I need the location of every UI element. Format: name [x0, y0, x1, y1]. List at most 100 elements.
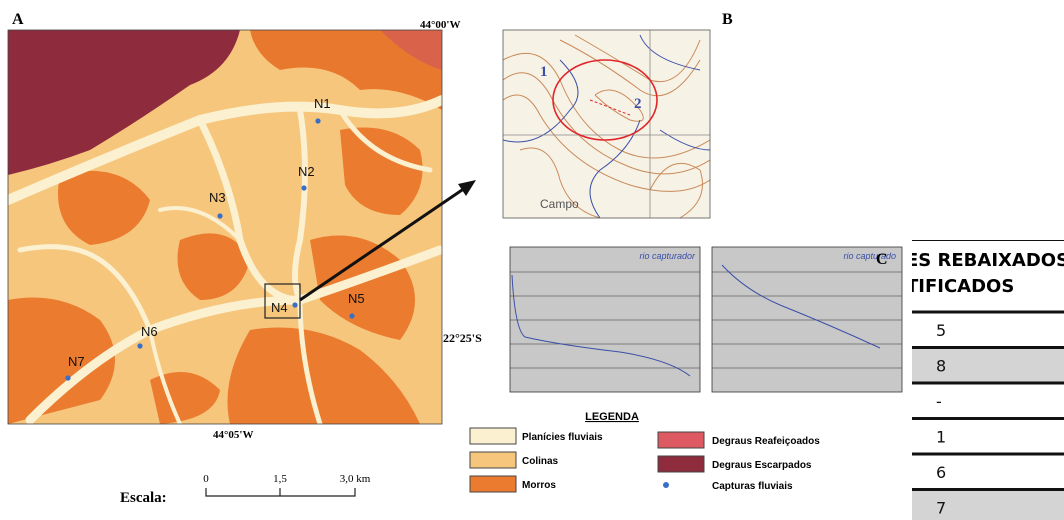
morros: [250, 30, 442, 110]
table-row: [912, 418, 1064, 454]
table-row: [912, 312, 1064, 348]
point-label: N4: [271, 300, 288, 315]
table-row: [912, 383, 1064, 419]
capture-point: [292, 302, 298, 308]
table-rule: [912, 310, 1064, 314]
stream: [25, 245, 442, 424]
longitude: 44°00'W: [420, 19, 460, 31]
rivers: [503, 34, 710, 218]
n4-box: [264, 283, 301, 319]
topo-map: [503, 30, 710, 218]
capture-point: [137, 343, 143, 349]
scale-title: Escala:: [120, 490, 167, 506]
morros: [177, 233, 250, 300]
arrow: [299, 186, 466, 302]
morros: [58, 170, 150, 245]
stream: [17, 244, 153, 333]
latitude: 22°25'S: [443, 331, 482, 345]
morros: [340, 127, 423, 215]
capture-point: [315, 118, 321, 124]
legend-swatch: [469, 451, 517, 469]
morros: [227, 327, 420, 424]
legend-swatch: [663, 482, 669, 488]
capture-point: [217, 213, 223, 219]
capture-points: N1 N2 N3 N4 N5 N6 N7: [65, 96, 365, 381]
contour: [649, 162, 703, 218]
table-rule: [912, 417, 1064, 420]
profile-title: rio capturado: [843, 251, 896, 261]
streams: [8, 95, 442, 424]
profile-line: [511, 274, 691, 377]
contour: [559, 39, 701, 97]
escarpados: [8, 30, 240, 175]
reafeicoados: [380, 30, 442, 70]
river: [659, 129, 710, 151]
table-row: [912, 347, 1064, 383]
profile-line: [721, 264, 881, 349]
legend-title: LEGENDA: [585, 411, 639, 423]
point-label: N6: [141, 324, 158, 339]
table-row: [912, 454, 1064, 490]
table: ES REBAIXADOS TIFICADOS 5 8 - 1 6 7: [906, 240, 1064, 520]
marker: 1: [540, 64, 548, 80]
table-rule: [912, 381, 1064, 385]
topo-frame: [502, 29, 711, 219]
panel-label: C: [876, 251, 888, 268]
river: [639, 34, 701, 71]
longitude: 44°05'W: [213, 429, 253, 441]
legend-swatch: [657, 455, 705, 473]
legend-label: Planícies fluviais: [522, 432, 603, 443]
table-rule: [912, 488, 1064, 491]
legend-swatch: [469, 427, 517, 445]
profile-chart: rio capturador: [509, 246, 701, 393]
plot-area: [711, 246, 903, 393]
geomorph-map: [8, 30, 442, 424]
morros: [150, 372, 220, 424]
stream: [158, 206, 242, 242]
scale-tick: 0: [203, 473, 209, 485]
map-frame: [7, 29, 443, 425]
point-label: N1: [314, 96, 331, 111]
table-body: 5 8 - 1 6 7: [912, 310, 1064, 520]
scale-tick: 1,5: [273, 473, 287, 485]
capture-point: [349, 313, 355, 319]
capture-ellipse: [552, 59, 658, 141]
table-cell: -: [936, 392, 942, 411]
contour: [594, 89, 644, 122]
table-cell: 6: [936, 463, 946, 482]
contour: [519, 147, 601, 218]
topo-base: [503, 30, 710, 218]
table-rule: [912, 452, 1064, 456]
table-rule: [912, 346, 1064, 349]
table-cell: 1: [936, 427, 946, 446]
scale-bar: [205, 488, 356, 497]
table-cell: 8: [936, 356, 946, 375]
point-label: N5: [348, 291, 365, 306]
capture-point: [65, 375, 71, 381]
legend-swatch: [469, 475, 517, 493]
table-rule: [912, 240, 1064, 241]
table-cell: 7: [936, 498, 946, 517]
legend-label: Capturas fluviais: [712, 481, 793, 492]
contour: [503, 94, 710, 192]
capture-path: [589, 99, 631, 116]
table-row: [912, 489, 1064, 520]
river: [503, 59, 579, 143]
table-header: ES REBAIXADOS: [906, 250, 1064, 271]
contour: [503, 52, 710, 159]
morros: [310, 235, 415, 340]
place-name: Campo: [540, 197, 579, 211]
table-cell: 5: [936, 321, 946, 340]
contours: [503, 34, 710, 218]
capture-point: [301, 185, 307, 191]
stream: [337, 107, 433, 173]
arrow-head: [458, 180, 476, 196]
point-label: N3: [209, 190, 226, 205]
legend: LEGENDA Planícies fluviais Colinas Morro…: [469, 411, 820, 493]
table-header: TIFICADOS: [906, 276, 1014, 297]
profile-title: rio capturador: [639, 251, 696, 261]
scale-tick: 3,0 km: [340, 473, 371, 485]
stream: [292, 107, 308, 303]
point-label: N7: [68, 354, 85, 369]
stream: [8, 95, 442, 205]
